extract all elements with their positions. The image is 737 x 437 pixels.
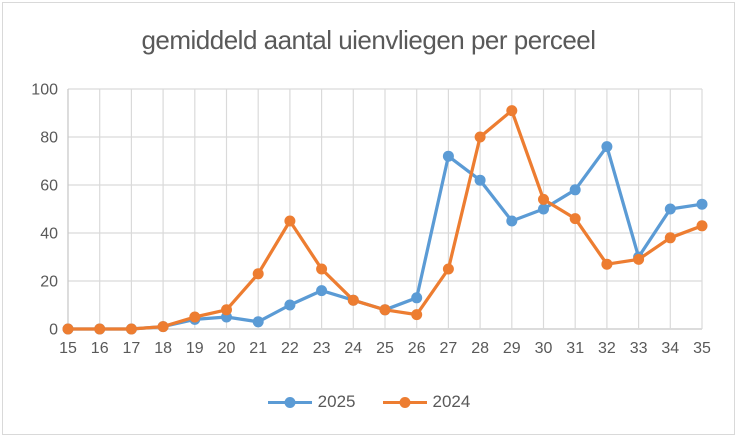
x-axis-tick-label: 25 xyxy=(376,340,394,357)
data-point-2024-week-27[interactable] xyxy=(442,263,454,275)
data-point-2025-week-30[interactable] xyxy=(538,203,549,215)
data-point-2025-week-27[interactable] xyxy=(442,150,454,162)
data-point-2025-week-26[interactable] xyxy=(411,292,423,304)
x-axis-tick-label: 31 xyxy=(566,340,584,357)
x-axis-tick-label: 29 xyxy=(503,340,521,357)
data-point-2024-week-16[interactable] xyxy=(94,323,106,335)
legend-label-2024: 2024 xyxy=(432,392,471,411)
y-axis-tick-label: 80 xyxy=(40,130,58,147)
data-point-2024-week-25[interactable] xyxy=(379,304,391,316)
x-axis-tick-label: 18 xyxy=(154,340,172,357)
data-point-2025-week-28[interactable] xyxy=(474,174,486,186)
data-point-2024-week-15[interactable] xyxy=(62,323,74,335)
legend-item-2024[interactable]: 2024 xyxy=(382,392,471,412)
data-point-2024-week-19[interactable] xyxy=(189,311,201,323)
x-axis-tick-label: 30 xyxy=(535,340,553,357)
data-point-2024-week-23[interactable] xyxy=(316,263,328,275)
y-axis-tick-label: 40 xyxy=(40,226,58,243)
y-axis-tick-label: 0 xyxy=(49,322,58,339)
data-point-2024-week-30[interactable] xyxy=(538,193,549,205)
data-point-2024-week-34[interactable] xyxy=(664,232,676,244)
data-point-2024-week-21[interactable] xyxy=(252,268,264,280)
data-point-2025-week-31[interactable] xyxy=(569,184,581,196)
x-axis-tick-label: 26 xyxy=(408,340,426,357)
x-axis-tick-label: 24 xyxy=(344,340,362,357)
data-point-2024-week-18[interactable] xyxy=(157,321,169,333)
legend-label-2025: 2025 xyxy=(317,392,356,411)
data-point-2024-week-28[interactable] xyxy=(474,131,486,143)
data-point-2024-week-33[interactable] xyxy=(633,253,645,265)
data-point-2024-week-20[interactable] xyxy=(221,304,232,316)
data-point-2024-week-22[interactable] xyxy=(284,215,296,227)
x-axis-tick-label: 21 xyxy=(249,340,267,357)
x-axis-tick-label: 16 xyxy=(91,340,109,357)
data-point-2025-week-22[interactable] xyxy=(284,299,296,311)
y-axis-tick-label: 20 xyxy=(40,274,58,291)
legend-line-marker-icon xyxy=(382,396,427,408)
x-axis-tick-label: 33 xyxy=(630,340,648,357)
data-point-2025-week-29[interactable] xyxy=(506,215,518,227)
data-point-2025-week-23[interactable] xyxy=(316,285,328,297)
x-axis-tick-label: 17 xyxy=(123,340,141,357)
data-point-2025-week-21[interactable] xyxy=(252,316,264,328)
data-point-2024-week-32[interactable] xyxy=(601,258,613,270)
chart-legend: 2025 2024 xyxy=(3,392,734,412)
chart-title: gemiddeld aantal uienvliegen per perceel xyxy=(141,25,596,55)
x-axis-tick-label: 27 xyxy=(440,340,458,357)
x-axis-tick-label: 34 xyxy=(661,340,679,357)
data-point-2025-week-34[interactable] xyxy=(664,203,676,215)
x-axis-tick-label: 35 xyxy=(693,340,711,357)
x-axis-tick-label: 32 xyxy=(598,340,616,357)
x-axis-tick-label: 28 xyxy=(471,340,489,357)
data-point-2024-week-17[interactable] xyxy=(125,323,137,335)
data-point-2025-week-35[interactable] xyxy=(696,198,708,210)
data-point-2024-week-31[interactable] xyxy=(569,213,581,225)
data-point-2024-week-26[interactable] xyxy=(411,309,423,321)
x-axis-tick-label: 19 xyxy=(186,340,204,357)
y-axis-tick-label: 60 xyxy=(40,178,58,195)
y-axis-tick-label: 100 xyxy=(31,82,58,99)
x-axis-tick-label: 15 xyxy=(59,340,77,357)
data-point-2025-week-32[interactable] xyxy=(601,141,613,153)
legend-line-marker-icon xyxy=(267,396,312,408)
legend-item-2025[interactable]: 2025 xyxy=(267,392,356,412)
x-axis-tick-label: 23 xyxy=(313,340,331,357)
x-axis-tick-label: 22 xyxy=(281,340,299,357)
data-point-2024-week-24[interactable] xyxy=(347,294,359,306)
x-axis-tick-label: 20 xyxy=(218,340,236,357)
data-point-2024-week-35[interactable] xyxy=(696,220,708,232)
data-point-2024-week-29[interactable] xyxy=(506,105,518,117)
